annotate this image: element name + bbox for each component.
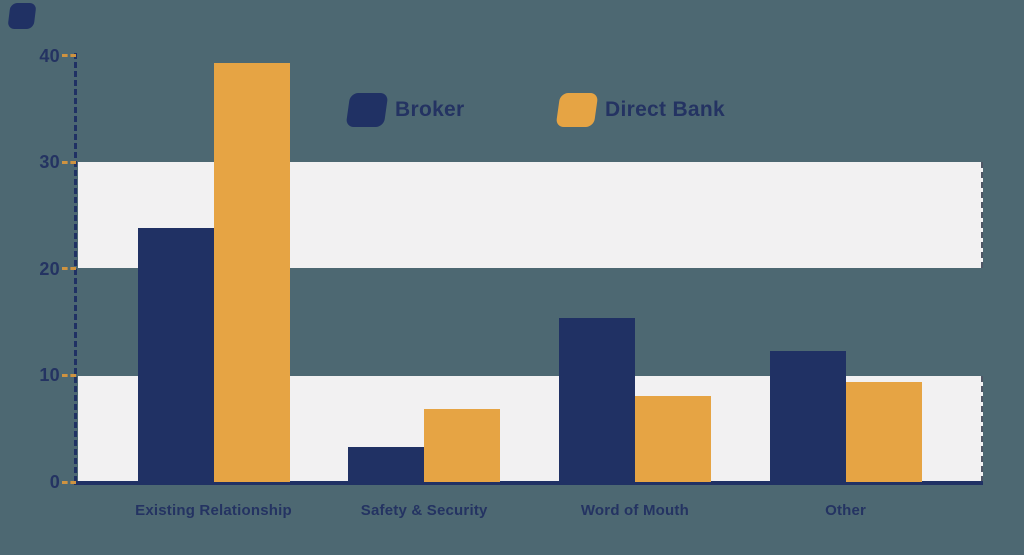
bar-broker-existing-relationship <box>137 228 214 482</box>
legend-label-direct-bank: Direct Bank <box>605 98 726 121</box>
x-label-existing-relationship: Existing Relationship <box>135 502 292 519</box>
y-tick-mark-0 <box>62 480 76 484</box>
y-tick-label-0: 0 <box>49 472 60 492</box>
bar-broker-safety-security <box>348 446 425 482</box>
y-tick-mark-40 <box>62 54 76 57</box>
y-tick-label-20: 20 <box>39 258 60 279</box>
x-label-other: Other <box>825 502 867 519</box>
bar-broker-word-of-mouth <box>558 317 635 482</box>
legend-item-direct-bank: Direct Bank <box>555 92 726 128</box>
bar-direct-bank-safety-security <box>424 409 501 482</box>
legend-swatch-broker <box>345 93 389 127</box>
legend-label-broker: Broker <box>395 98 465 121</box>
y-tick-label-40: 40 <box>39 45 60 66</box>
y-tick-mark-10 <box>62 373 76 377</box>
x-label-word-of-mouth: Word of Mouth <box>580 502 689 519</box>
brand-mark <box>7 3 37 29</box>
bar-direct-bank-word-of-mouth <box>634 395 711 482</box>
y-tick-mark-30 <box>62 160 76 164</box>
legend-swatch-direct-bank <box>555 93 599 127</box>
bar-direct-bank-other <box>845 381 922 482</box>
y-tick-mark-20 <box>62 267 76 271</box>
y-tick-label-30: 30 <box>39 152 60 173</box>
legend-item-broker: Broker <box>345 92 465 128</box>
x-axis-line <box>74 481 983 485</box>
x-label-safety-security: Safety & Security <box>360 502 488 519</box>
bar-broker-other <box>769 350 846 482</box>
y-tick-label-10: 10 <box>39 365 60 386</box>
bar-direct-bank-existing-relationship <box>213 62 290 482</box>
